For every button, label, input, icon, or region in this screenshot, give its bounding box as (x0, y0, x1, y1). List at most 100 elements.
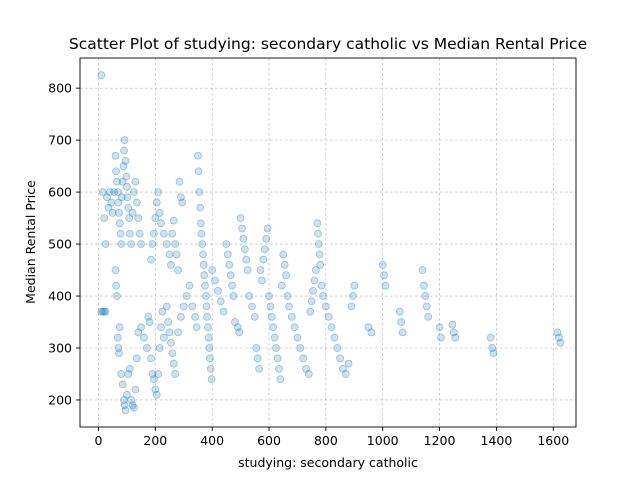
data-point (420, 281, 428, 290)
data-point (312, 266, 320, 274)
data-point (162, 240, 171, 248)
data-point (151, 214, 160, 222)
data-point (116, 229, 125, 238)
data-point (349, 292, 357, 300)
data-point (319, 292, 327, 300)
data-point (205, 344, 214, 352)
data-point (245, 292, 253, 300)
data-point (150, 229, 158, 238)
data-point (202, 302, 211, 311)
data-point (324, 312, 333, 321)
data-point (222, 240, 231, 248)
data-point (155, 344, 164, 352)
data-point (107, 198, 116, 207)
data-point (120, 146, 128, 155)
data-point (167, 338, 175, 347)
data-point (283, 292, 292, 300)
data-point (115, 219, 124, 228)
x-tick-label: 600 (257, 433, 281, 448)
data-point (130, 403, 138, 412)
data-point (378, 260, 387, 269)
data-point (113, 333, 122, 342)
data-point (98, 188, 107, 196)
data-point (123, 390, 131, 399)
data-point (98, 307, 107, 316)
data-point (235, 328, 244, 337)
data-point (287, 312, 296, 321)
data-point (131, 177, 140, 186)
data-point (137, 323, 145, 332)
data-point (364, 323, 373, 332)
data-point (233, 323, 242, 332)
data-point (347, 302, 356, 311)
data-point (309, 286, 317, 295)
data-point (256, 266, 265, 274)
data-point (154, 188, 163, 196)
data-point (448, 320, 457, 329)
data-point (285, 302, 293, 311)
data-point (145, 318, 154, 326)
data-point (174, 328, 182, 337)
data-point (206, 364, 215, 373)
x-tick-label: 800 (314, 433, 338, 448)
data-point (322, 302, 330, 311)
data-point (100, 307, 109, 316)
data-point (196, 203, 205, 212)
data-point (123, 183, 131, 191)
data-point (198, 240, 207, 248)
data-point (130, 188, 138, 196)
data-point (150, 375, 158, 384)
data-point (216, 297, 225, 306)
data-point (113, 177, 121, 186)
data-point (304, 370, 313, 378)
data-point (151, 385, 160, 394)
y-tick-label: 600 (48, 185, 72, 200)
x-tick-label: 1000 (367, 433, 399, 448)
data-point (168, 349, 177, 358)
data-point (147, 354, 155, 363)
data-point (97, 307, 106, 316)
data-point (103, 193, 111, 202)
data-point (127, 240, 136, 248)
data-point (225, 260, 234, 269)
data-point (125, 229, 134, 238)
data-point (489, 349, 498, 358)
data-point (167, 260, 175, 269)
data-point (242, 255, 251, 264)
data-point (380, 271, 388, 280)
data-point (192, 323, 201, 332)
data-point (158, 307, 167, 316)
data-point (236, 214, 245, 222)
data-point (164, 318, 172, 326)
data-point (262, 235, 271, 243)
data-point (148, 370, 157, 378)
data-point (327, 323, 336, 332)
data-point (185, 281, 194, 290)
data-point (165, 328, 174, 337)
data-point (132, 198, 141, 207)
data-point (223, 250, 232, 259)
x-tick-label: 1200 (424, 433, 456, 448)
data-point (263, 224, 272, 233)
data-point (299, 354, 307, 363)
data-point (336, 354, 344, 363)
data-point (113, 188, 122, 196)
data-point (486, 333, 495, 342)
grid (80, 58, 576, 427)
data-point (121, 157, 130, 165)
data-point (269, 323, 278, 332)
data-point (125, 214, 134, 222)
data-point (115, 209, 123, 217)
data-point (128, 209, 137, 217)
data-point (134, 214, 143, 222)
data-point (115, 323, 124, 332)
data-point (418, 266, 427, 274)
data-point (160, 229, 168, 238)
data-point (172, 250, 181, 259)
data-point (333, 344, 342, 352)
data-point (117, 240, 126, 248)
data-point (119, 162, 128, 170)
data-point (152, 198, 161, 207)
data-point (214, 286, 222, 295)
